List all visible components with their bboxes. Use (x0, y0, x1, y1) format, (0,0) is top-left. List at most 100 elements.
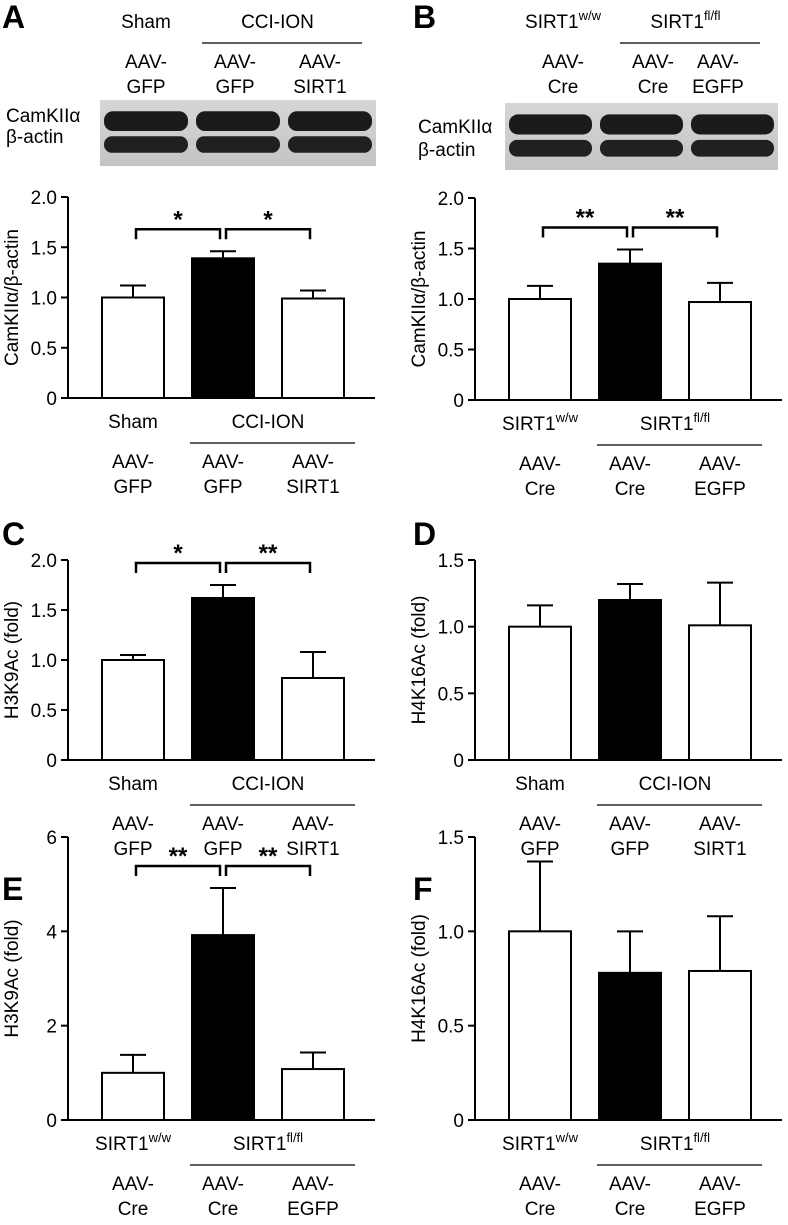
y-axis-title: H3K9Ac (fold) (2, 919, 23, 1037)
bar (281, 297, 345, 400)
y-tick-label: 4 (46, 922, 57, 943)
significance-label: ** (259, 843, 278, 870)
y-tick-label: 1.5 (438, 828, 464, 849)
y-tick-label: 0 (46, 1111, 57, 1132)
blot-image (505, 103, 778, 170)
significance-bracket (224, 864, 312, 876)
blot-band (509, 139, 592, 157)
group-label: SIRT1fl/fl (233, 1130, 303, 1155)
group-label-base: SIRT1 (640, 414, 694, 435)
significance-label: * (173, 206, 183, 233)
group-label: SIRT1w/w (95, 1130, 172, 1155)
blot-band (288, 136, 372, 153)
group-label: Sham (108, 774, 158, 795)
y-tick-label: 1.5 (438, 240, 464, 261)
bar (191, 257, 255, 399)
group-label-sup: fl/fl (693, 410, 710, 425)
bar (191, 934, 255, 1122)
bar (191, 597, 255, 761)
group-label: Sham (108, 412, 158, 433)
blot-row-label: β-actin (6, 127, 63, 148)
category-label: AAV- (299, 52, 341, 73)
blot-image (100, 100, 376, 166)
panel-letter: F (413, 871, 433, 907)
group-label: Sham (121, 12, 171, 33)
y-tick-label: 0 (46, 751, 57, 772)
category-label: Cre (118, 1199, 149, 1220)
category-label: SIRT1 (293, 77, 347, 98)
y-tick-label: 2 (46, 1017, 57, 1038)
blot-band (509, 114, 592, 135)
significance-bracket (224, 228, 312, 240)
category-label: AAV- (202, 814, 244, 835)
category-label: GFP (203, 477, 242, 498)
category-label: AAV- (542, 52, 584, 73)
y-axis-title: CamKIIα/β-actin (409, 231, 430, 368)
group-label: SIRT1w/w (502, 410, 579, 435)
category-label: AAV- (292, 814, 334, 835)
y-axis-title: H3K9Ac (fold) (2, 601, 23, 719)
category-label: AAV- (519, 454, 561, 475)
group-label-sup: w/w (555, 1130, 579, 1145)
significance-bracket (134, 864, 222, 876)
category-label: GFP (520, 839, 559, 860)
panel-letter: A (2, 0, 25, 35)
bar (598, 599, 662, 761)
group-label-sup: fl/fl (693, 1130, 710, 1145)
category-label: GFP (113, 839, 152, 860)
y-tick-label: 0.5 (438, 684, 464, 705)
category-label: EGFP (694, 479, 746, 500)
y-tick-label: 0 (453, 751, 464, 772)
category-label: AAV- (519, 814, 561, 835)
category-label: AAV- (609, 1174, 651, 1195)
bar (598, 262, 662, 401)
y-tick-label: 2.0 (31, 551, 57, 572)
significance-bracket (224, 561, 312, 573)
group-label: Sham (515, 774, 565, 795)
category-label: SIRT1 (286, 477, 340, 498)
blot-row-label: CamKIIα (418, 117, 492, 138)
bar (598, 971, 662, 1122)
panel-letter: C (2, 516, 25, 552)
significance-label: ** (576, 205, 595, 232)
significance-label: * (173, 540, 183, 567)
group-label: SIRT1w/w (525, 8, 602, 33)
group-label-sup: fl/fl (286, 1130, 303, 1145)
y-axis-title: H4K16Ac (fold) (409, 914, 430, 1043)
panel-letter: B (413, 0, 436, 35)
category-label: GFP (126, 77, 165, 98)
bar (281, 677, 345, 761)
bar (688, 624, 752, 761)
group-label-sup: fl/fl (704, 8, 721, 23)
y-tick-label: 2.0 (31, 188, 57, 209)
group-label-base: SIRT1 (640, 1134, 694, 1155)
significance-bracket (134, 561, 222, 573)
category-label: AAV- (214, 52, 256, 73)
y-tick-label: 1.0 (438, 922, 464, 943)
blot-row-label: β-actin (418, 140, 475, 161)
category-label: SIRT1 (286, 839, 340, 860)
y-tick-label: 0.5 (438, 1017, 464, 1038)
group-label-base: SIRT1 (525, 12, 579, 33)
category-label: Cre (548, 77, 579, 98)
bar (281, 1068, 345, 1122)
category-label: Cre (525, 1199, 556, 1220)
category-label: SIRT1 (693, 839, 747, 860)
group-label: SIRT1w/w (502, 1130, 579, 1155)
y-tick-label: 0 (46, 389, 57, 410)
y-tick-label: 0 (453, 391, 464, 412)
category-label: GFP (215, 77, 254, 98)
y-tick-label: 6 (46, 828, 57, 849)
category-label: GFP (113, 477, 152, 498)
y-tick-label: 1.0 (438, 290, 464, 311)
category-label: AAV- (112, 452, 154, 473)
bar (688, 969, 752, 1121)
category-label: AAV- (699, 1174, 741, 1195)
blot-band (104, 111, 188, 132)
group-label-sup: w/w (148, 1130, 172, 1145)
blot-band (691, 114, 774, 135)
category-label: GFP (610, 839, 649, 860)
significance-bracket (631, 226, 719, 238)
y-tick-label: 1.0 (31, 289, 57, 310)
category-label: AAV- (125, 52, 167, 73)
